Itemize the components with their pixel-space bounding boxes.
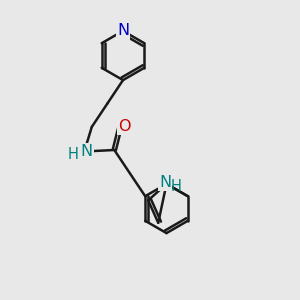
Text: H: H	[171, 179, 182, 194]
Text: O: O	[118, 118, 130, 134]
Text: N: N	[159, 175, 171, 190]
Text: H: H	[68, 147, 78, 162]
Text: N: N	[117, 23, 129, 38]
Text: N: N	[81, 144, 93, 159]
